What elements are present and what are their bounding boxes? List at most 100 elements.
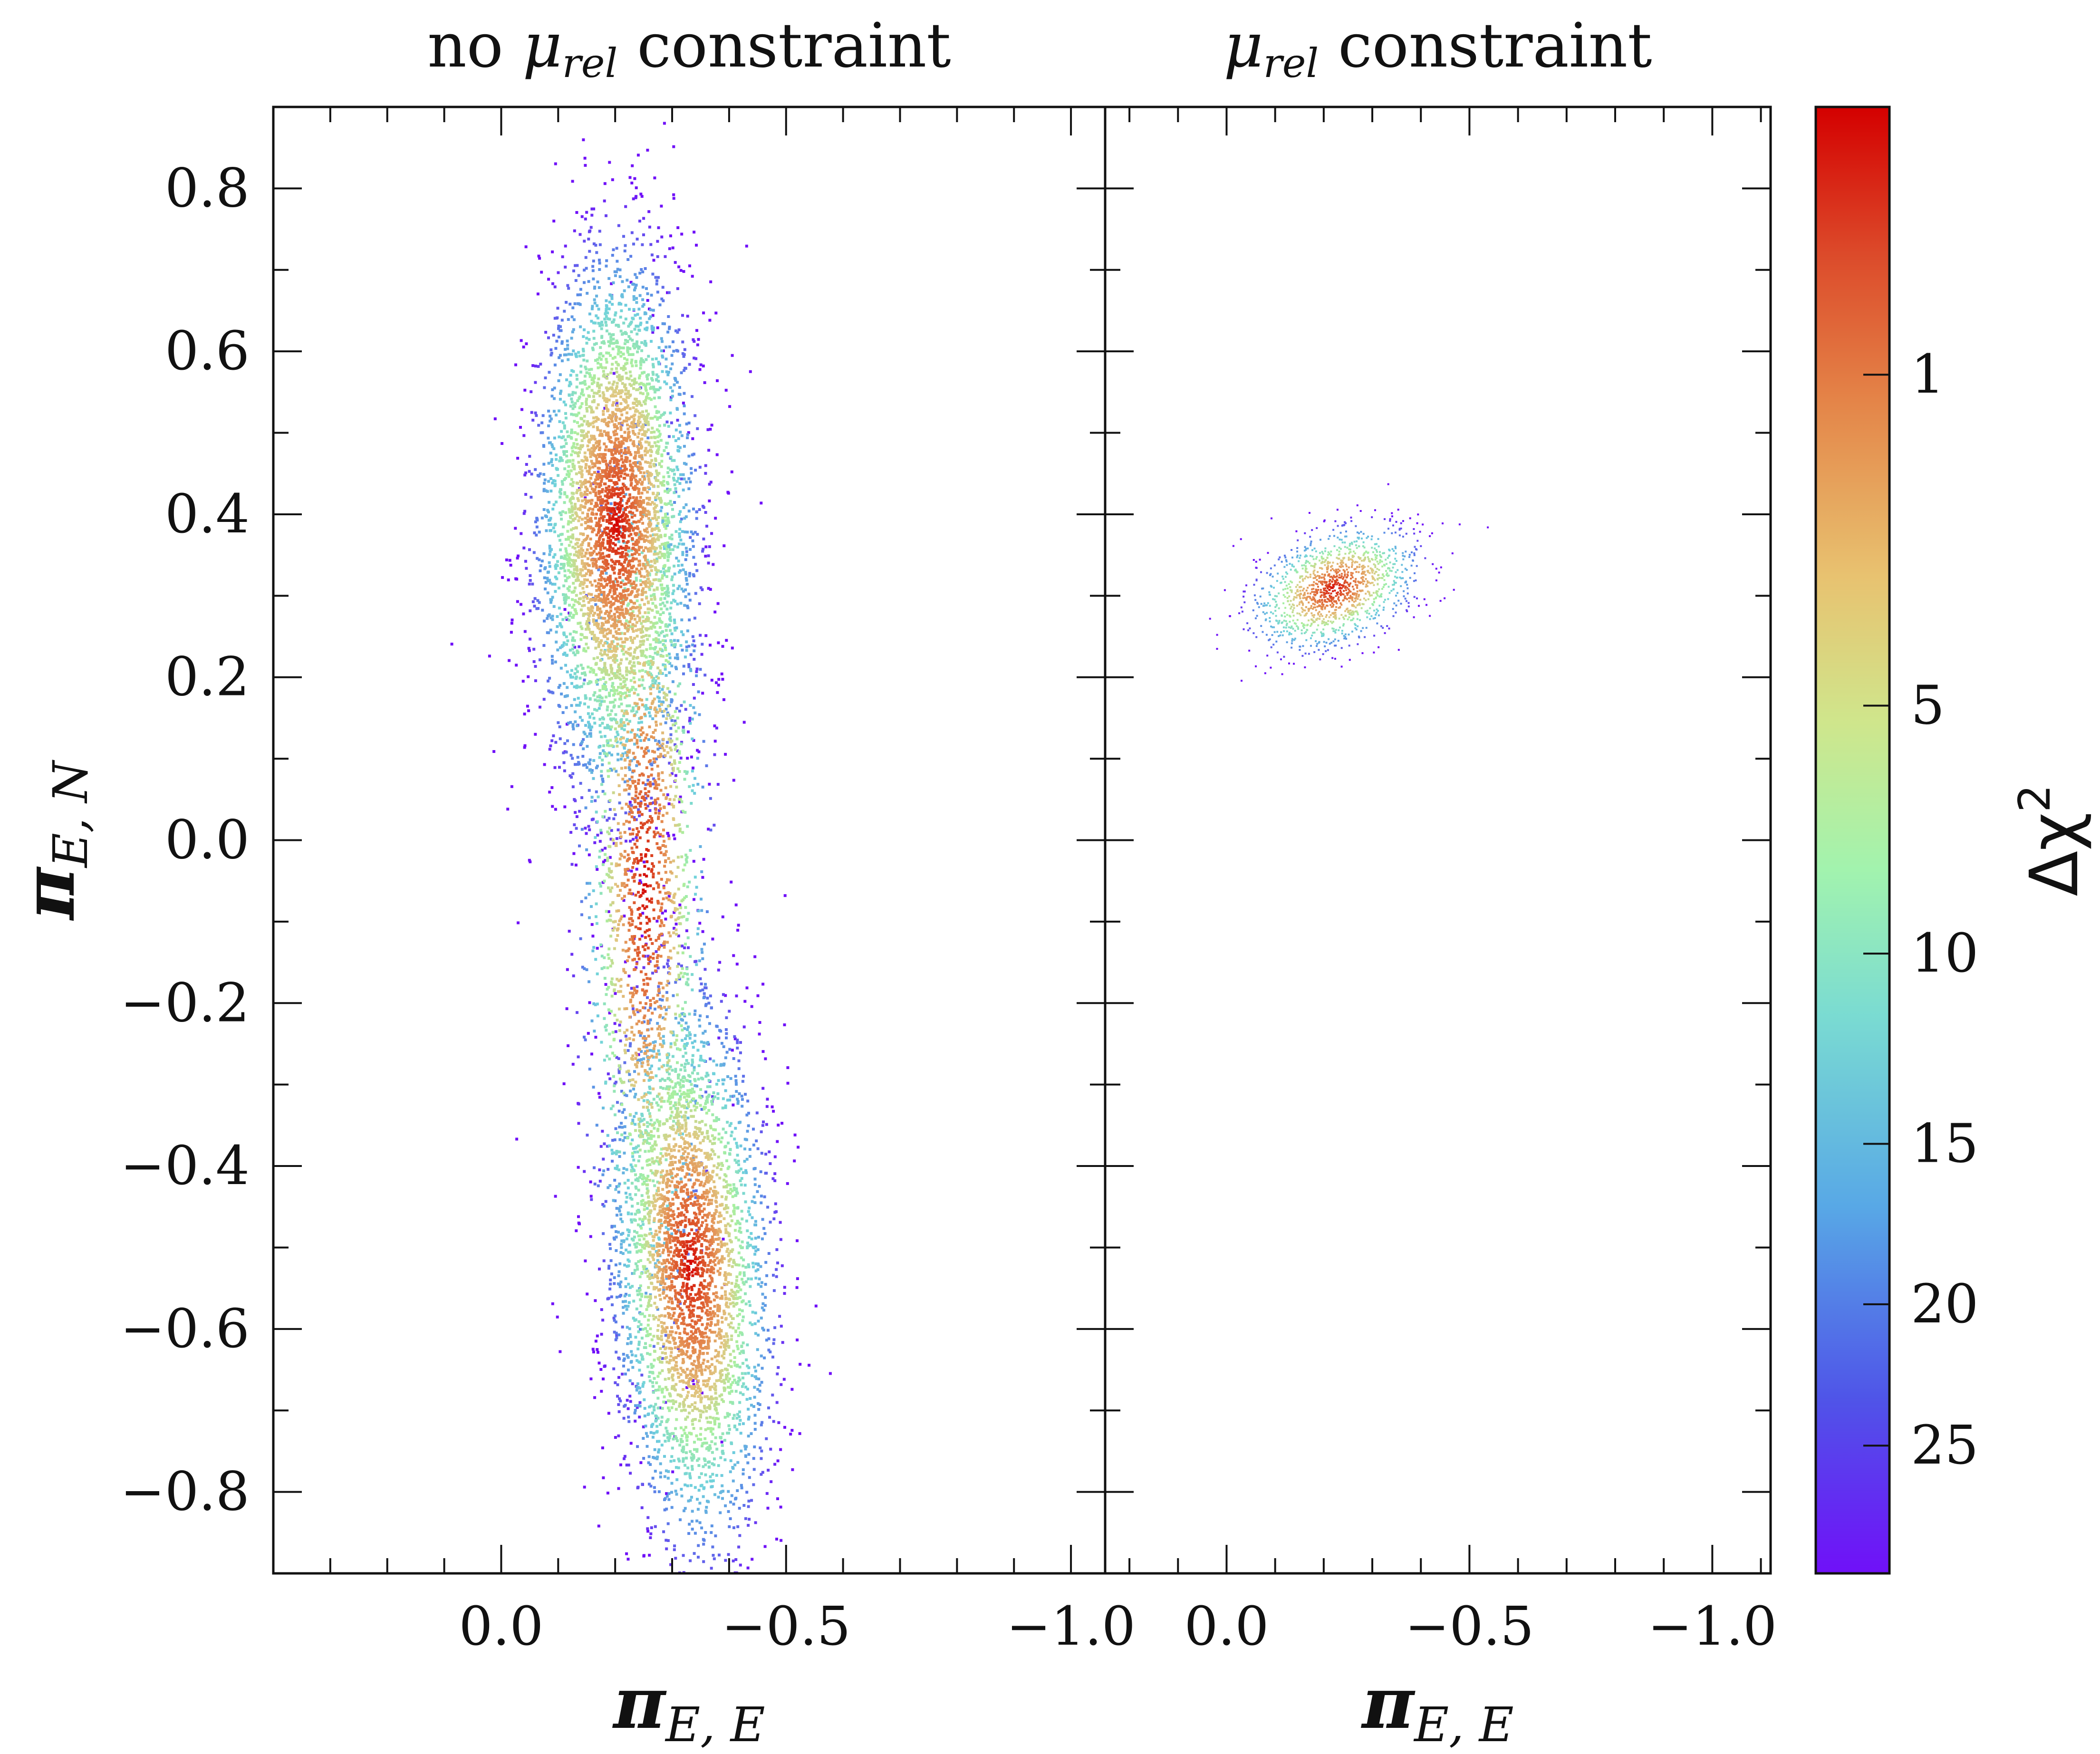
scatter-point [734,1222,738,1225]
scatter-point [670,719,674,722]
scatter-point [657,1358,661,1361]
scatter-point [572,328,575,331]
scatter-point [560,342,564,345]
scatter-point [681,967,684,970]
scatter-point [624,1372,627,1376]
scatter-point [585,367,588,371]
scatter-point [638,1387,641,1390]
scatter-point [544,566,547,569]
scatter-point [623,680,626,683]
scatter-point [721,1106,724,1109]
scatter-point [707,561,710,565]
scatter-point [630,1602,633,1605]
scatter-point [548,613,551,617]
scatter-point [548,371,551,374]
scatter-point [674,1427,677,1430]
scatter-point [639,360,642,364]
scatter-point [756,1147,760,1150]
scatter-point [674,923,678,925]
scatter-point [636,1268,639,1271]
scatter-point [744,1292,747,1295]
scatter-point [687,510,691,513]
scatter-point [732,1503,735,1506]
scatter-point [735,1083,738,1086]
scatter-point [520,532,523,535]
scatter-point [571,391,575,394]
scatter-point [680,434,684,437]
scatter-point [658,998,662,1001]
scatter-point [601,763,604,766]
scatter-point [632,676,636,680]
scatter-point [597,1524,600,1528]
scatter-point [638,376,641,380]
scatter-point [595,709,598,712]
scatter-point [588,715,591,718]
scatter-point [628,1379,632,1382]
scatter-point [628,1193,632,1196]
scatter-point [772,1217,776,1221]
scatter-point [642,1142,645,1145]
scatter-point [644,1327,647,1330]
scatter-point [694,1079,697,1082]
scatter-point [569,520,572,524]
scatter-point [683,946,686,949]
scatter-point [705,764,708,767]
scatter-point [657,362,661,366]
scatter-point [575,1580,578,1582]
scatter-point [761,1124,764,1127]
scatter-point [760,1152,763,1155]
scatter-point [717,1417,720,1420]
scatter-point [705,1096,709,1099]
scatter-point [575,631,578,634]
scatter-point [716,1097,720,1100]
scatter-point [678,828,682,830]
scatter-point [611,321,614,324]
scatter-point [587,331,590,334]
scatter-point [659,1471,662,1475]
scatter-point [559,1350,562,1353]
scatter-point [574,586,577,589]
scatter-point [645,1267,648,1271]
scatter-point [631,364,634,367]
scatter-point [618,1126,621,1128]
scatter-point [517,921,520,925]
scatter-point [657,1440,661,1443]
scatter-point [584,164,587,167]
scatter-point [678,829,682,833]
scatter-point [568,472,571,475]
scatter-point [741,1278,743,1281]
scatter-point [717,1137,721,1141]
scatter-point [617,1168,621,1171]
scatter-point [618,1182,621,1185]
scatter-point [641,678,645,682]
scatter-point [730,1494,733,1497]
scatter-point [668,617,672,621]
scatter-point [634,1262,637,1265]
scatter-point [564,598,568,601]
scatter-point [579,365,583,368]
scatter-point [547,511,550,514]
scatter-point [563,452,566,455]
scatter-point [620,727,624,730]
scatter-point [658,1052,661,1056]
scatter-point [609,336,613,339]
scatter-point [628,704,631,707]
scatter-point [593,301,597,305]
scatter-point [684,572,687,576]
scatter-point [607,775,610,778]
scatter-point [687,487,691,491]
scatter-point [692,573,695,576]
scatter-point [510,622,513,625]
scatter-point [636,1264,639,1268]
scatter-point [662,1530,665,1533]
scatter-point [739,1331,742,1334]
scatter-point [567,318,570,321]
scatter-point [708,1022,711,1025]
scatter-point [610,753,613,757]
scatter-point [646,299,649,302]
scatter-point [675,1437,678,1440]
scatter-point [621,1126,624,1129]
scatter-point [752,1457,755,1460]
scatter-point [695,667,699,671]
scatter-point [747,1523,750,1527]
